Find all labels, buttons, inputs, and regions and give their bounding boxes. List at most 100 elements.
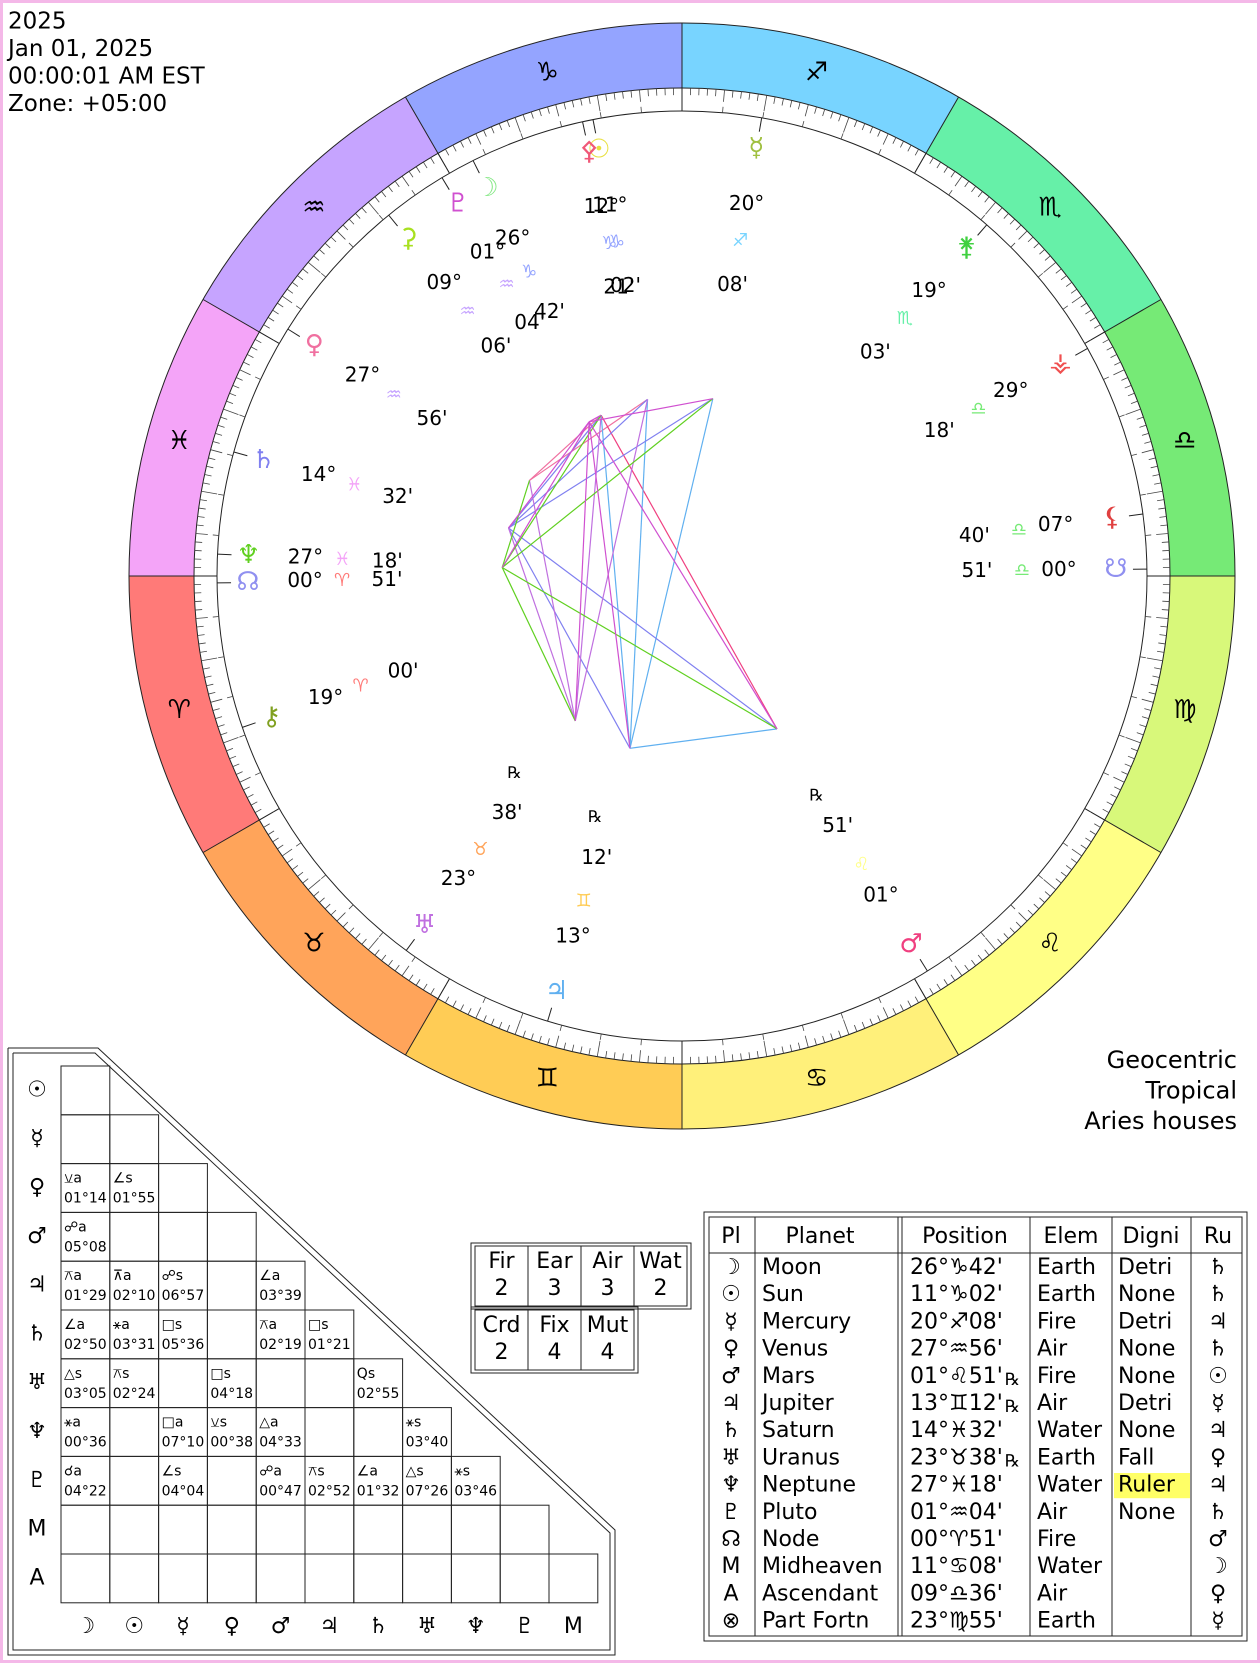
degree-tick [423, 161, 428, 169]
grid-column-label: ♇ [515, 1614, 535, 1639]
planet-position: 14°♓32' [910, 1418, 1003, 1443]
aspect-orb: 02°50 [64, 1337, 107, 1353]
planet-position: 01°♒04' [910, 1500, 1003, 1525]
degree-tick [854, 1024, 858, 1032]
degree-tick [348, 927, 355, 934]
degree-tick [206, 465, 214, 469]
degree-tick [1039, 897, 1045, 903]
degree-tick [740, 91, 742, 99]
planet-ruler: ☿ [1211, 1391, 1225, 1416]
planet-ruler: ☉ [1208, 1364, 1228, 1389]
degree-tick [964, 964, 970, 972]
body-pointer [242, 722, 256, 728]
degree-tick [547, 106, 550, 114]
degree-tick [411, 956, 416, 963]
degree-tick [1055, 878, 1062, 884]
degree-tick [929, 988, 934, 995]
element-label: Fir [488, 1249, 515, 1274]
degree-tick [267, 317, 275, 322]
aspect-orb: 03°46 [454, 1483, 497, 1499]
degree-tick [1033, 903, 1040, 910]
body-glyph: ♆ [237, 540, 260, 570]
degree-tick [563, 102, 567, 110]
degree-tick [892, 137, 897, 144]
aspect-orb: 02°52 [308, 1483, 351, 1499]
table-header: Ru [1204, 1224, 1232, 1249]
grid-row-label: ♆ [27, 1419, 47, 1444]
degree-tick [801, 1025, 805, 1032]
sign-segment [682, 23, 959, 154]
grid-cell [548, 1553, 599, 1604]
degree-tick [1043, 879, 1057, 890]
planet-ruler: ♂ [1208, 1527, 1228, 1552]
grid-row-label: A [29, 1565, 44, 1590]
degree-tick [773, 1048, 776, 1056]
degree-tick [843, 117, 850, 133]
planet-glyph: ☊ [721, 1527, 741, 1552]
degree-tick [1144, 708, 1152, 711]
degree-tick [630, 1054, 633, 1062]
degree-tick [914, 148, 919, 156]
aspect-orb: 04°18 [210, 1386, 253, 1402]
degree-tick [822, 1035, 826, 1043]
degree-tick [731, 1054, 734, 1062]
body-degree: 11° [592, 192, 627, 216]
degree-tick [914, 996, 919, 1004]
degree-tick [756, 1051, 759, 1059]
grid-cell [206, 1211, 257, 1262]
body-degree: 19° [308, 685, 343, 709]
degree-tick [307, 879, 321, 890]
body-pointer [441, 177, 450, 190]
sign-segment [926, 97, 1161, 332]
degree-tick [801, 120, 805, 127]
planet-glyph: ☉ [721, 1282, 741, 1307]
aspect-symbol: ∠s [113, 1171, 133, 1187]
degree-tick [272, 309, 279, 315]
degree-tick [1110, 354, 1117, 358]
degree-tick [239, 369, 251, 376]
degree-tick [1070, 288, 1078, 294]
planet-position: 13°♊12' [910, 1391, 1003, 1416]
planet-position: 11°♋08' [910, 1554, 1003, 1579]
grid-cell [109, 1114, 160, 1165]
body-pointer [547, 1007, 553, 1022]
degree-tick [1146, 490, 1163, 495]
degree-tick [292, 281, 299, 287]
body-pointer [582, 121, 587, 136]
degree-tick [781, 1046, 784, 1054]
table-header: Elem [1044, 1224, 1099, 1249]
grid-row-label: ♃ [27, 1273, 47, 1298]
degree-tick [387, 959, 393, 966]
aspect-symbol: ⊼a [113, 1268, 132, 1284]
body-sign: ♐ [732, 230, 748, 251]
body-pointer [405, 938, 415, 951]
degree-tick [1157, 650, 1165, 653]
planet-name: Uranus [762, 1445, 840, 1470]
body-glyph: ♀ [305, 330, 324, 360]
grid-row-label: ♇ [27, 1468, 47, 1493]
degree-tick [530, 111, 534, 119]
body-minute: 38' [492, 800, 523, 824]
degree-tick [254, 772, 261, 776]
planet-position: 20°♐08' [910, 1309, 1003, 1334]
body-glyph: ☿ [748, 133, 764, 163]
planet-ruler: ♄ [1208, 1282, 1228, 1307]
sign-segment [129, 576, 260, 853]
degree-tick [226, 748, 234, 752]
grid-row-label: ☿ [30, 1126, 44, 1151]
wheel-circle [216, 110, 1148, 1042]
aspect-orb: 03°05 [64, 1386, 107, 1402]
sign-glyph: ♓ [168, 426, 191, 456]
degree-tick [882, 133, 889, 145]
degree-tick [954, 965, 963, 976]
degree-tick [1148, 691, 1156, 695]
planet-name: Jupiter [760, 1391, 835, 1416]
degree-tick [226, 453, 233, 457]
degree-tick [596, 1040, 601, 1057]
degree-tick [374, 196, 380, 203]
degree-tick [1089, 317, 1097, 322]
degree-tick [731, 90, 734, 98]
body-sign: ♒ [459, 301, 475, 322]
degree-tick [1131, 695, 1138, 699]
degree-tick [206, 683, 214, 687]
